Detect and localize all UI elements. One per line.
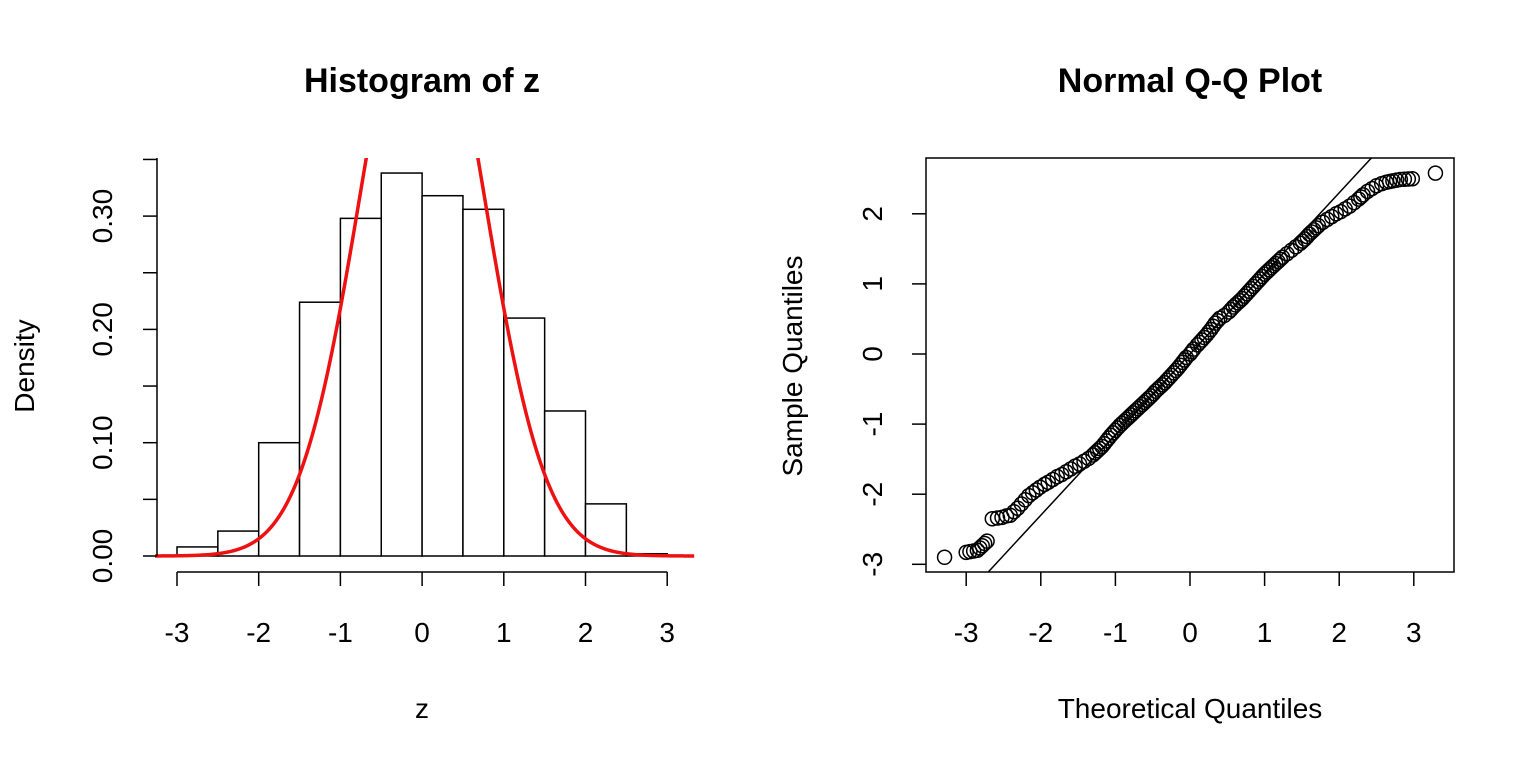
histogram-bar-6: [421, 194, 464, 557]
qq-x-tick-label-5: 2: [1331, 617, 1347, 648]
qq-point-128: [1315, 214, 1331, 230]
qq-point-130: [1323, 208, 1340, 225]
histogram-y-tick-label-3: 0.30: [87, 189, 118, 244]
histogram-bar-5: [380, 172, 423, 557]
qq-point-27: [1058, 464, 1074, 480]
qq-point-22: [1036, 476, 1053, 493]
qq-y-tick-label-1: -2: [857, 482, 888, 507]
qq-x-label: Theoretical Quantiles: [1058, 693, 1323, 724]
qq-point-113: [1270, 253, 1286, 270]
qq-plot-panel: Normal Q-Q Plot Theoretical Quantiles Sa…: [777, 62, 1455, 724]
qq-reference-line: [987, 158, 1373, 572]
histogram-y-label: Density: [9, 319, 40, 412]
histogram-bar-8: [503, 317, 546, 557]
qq-point-149: [1400, 171, 1417, 187]
qq-x-tick-label-2: -1: [1103, 617, 1128, 648]
qq-y-tick-label-4: 1: [857, 276, 888, 292]
histogram-x-tick-label-3: 0: [414, 617, 430, 648]
histogram-x-tick-label-5: 2: [578, 617, 594, 648]
histogram-x-tick-label-6: 3: [659, 617, 675, 648]
qq-point-148: [1396, 171, 1413, 187]
histogram-bar-2: [257, 441, 301, 557]
histogram-x-label: z: [415, 693, 429, 724]
qq-point-30: [1071, 456, 1088, 472]
qq-point-151: [1427, 165, 1444, 181]
qq-y-label: Sample Quantiles: [777, 255, 808, 476]
histogram-bar-10: [584, 503, 628, 557]
qq-y-axis: -3 -2 -1 0 1 2: [857, 206, 926, 577]
histogram-title: Histogram of z: [304, 62, 540, 100]
normal-density-curve: [155, 158, 695, 558]
qq-point-26: [1053, 466, 1070, 483]
qq-y-tick-label-2: -1: [857, 412, 888, 437]
qq-point-136: [1350, 191, 1367, 207]
qq-point-147: [1392, 171, 1409, 188]
qq-point-0: [936, 549, 953, 566]
qq-point-6: [974, 537, 990, 554]
qq-x-axis: -3 -2 -1 0 1 2 3: [954, 572, 1422, 648]
qq-x-tick-label-1: -2: [1028, 617, 1053, 648]
qq-line-segment: [987, 158, 1373, 572]
histogram-x-tick-label-2: -1: [328, 617, 353, 648]
qq-title: Normal Q-Q Plot: [1058, 62, 1322, 100]
qq-point-125: [1306, 222, 1322, 238]
histogram-y-tick-label-2: 0.20: [87, 302, 118, 357]
histogram-y-tick-label-0: 0.00: [87, 529, 118, 584]
qq-point-28: [1062, 461, 1079, 477]
qq-point-140: [1364, 180, 1380, 197]
histogram-x-axis: -3 -2 -1 0 1 2 3: [165, 571, 675, 648]
qq-point-150: [1404, 171, 1421, 187]
qq-y-tick-label-0: -3: [857, 552, 888, 577]
qq-point-21: [1032, 479, 1048, 495]
qq-point-7: [976, 535, 993, 552]
qq-point-16: [1013, 496, 1030, 512]
qq-x-tick-label-0: -3: [954, 617, 979, 648]
histogram-x-tick-label-1: -2: [246, 617, 271, 648]
histogram-y-axis: 0.00 0.10 0.20 0.30: [87, 158, 158, 584]
qq-x-tick-label-3: 0: [1182, 617, 1198, 648]
histogram-panel: Histogram of z z Density -3 -2 -1 0 1 2 3 0.00…: [9, 62, 695, 724]
qq-x-tick-label-6: 3: [1406, 617, 1422, 648]
qq-point-132: [1332, 203, 1349, 220]
qq-point-24: [1044, 471, 1061, 488]
qq-point-139: [1359, 183, 1376, 200]
histogram-y-tick-label-1: 0.10: [87, 415, 118, 470]
qq-y-tick-label-5: 2: [857, 206, 888, 222]
qq-point-8: [979, 533, 995, 549]
qq-point-87: [1207, 315, 1224, 331]
histogram-bar-7: [462, 208, 505, 557]
histogram-bars: [176, 172, 668, 557]
histogram-x-tick-label-0: -3: [165, 617, 190, 648]
qq-point-72: [1172, 357, 1189, 373]
qq-point-76: [1182, 346, 1198, 362]
qq-point-23: [1040, 474, 1057, 491]
qq-y-tick-label-3: 0: [857, 346, 888, 362]
qq-point-20: [1028, 482, 1045, 498]
qq-x-tick-label-4: 1: [1257, 617, 1273, 648]
qq-points: [936, 165, 1444, 566]
qq-point-129: [1319, 211, 1336, 228]
density-curve-line: [155, 158, 695, 558]
histogram-x-tick-label-4: 1: [496, 617, 512, 648]
